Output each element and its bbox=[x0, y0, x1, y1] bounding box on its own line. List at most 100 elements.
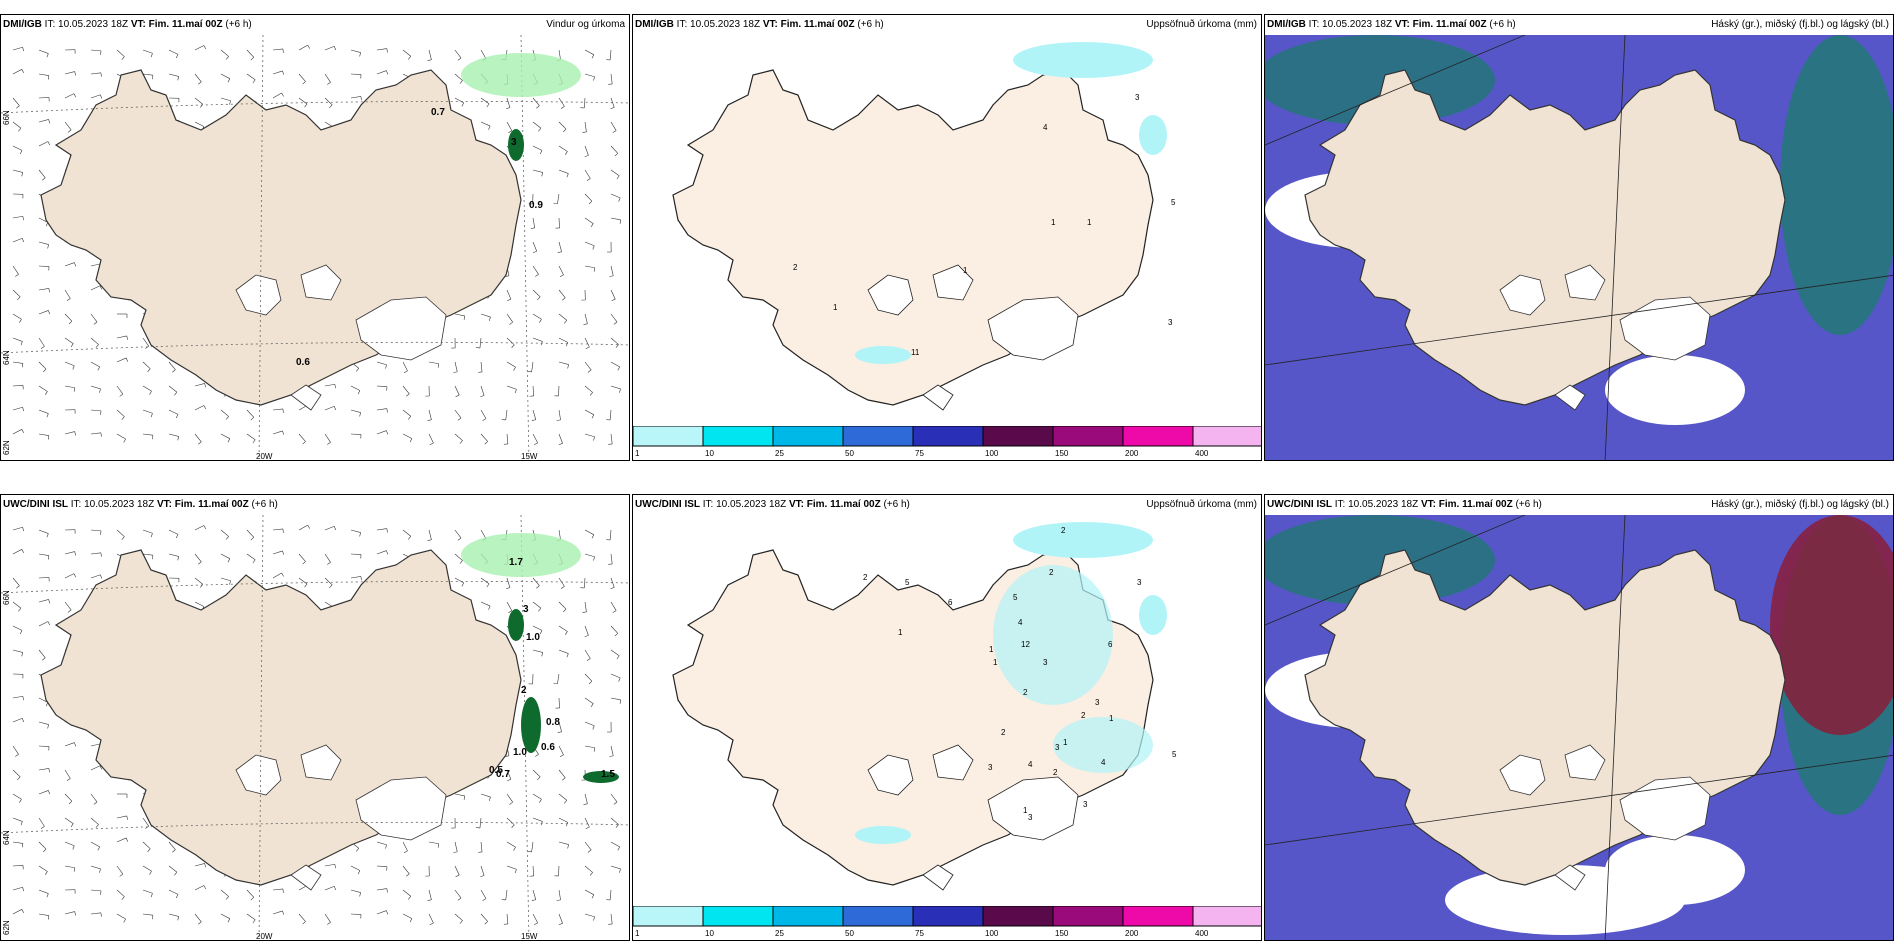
precip-value: 1.7 bbox=[509, 557, 523, 568]
panel-uwc-accum-precip: UWC/DINI ISL IT: 10.05.2023 18Z VT: Fim.… bbox=[632, 494, 1262, 941]
panel-dmi-accum-precip: DMI/IGB IT: 10.05.2023 18Z VT: Fim. 11.m… bbox=[632, 14, 1262, 461]
accum-value: 3 bbox=[1083, 800, 1088, 809]
accum-value: 3 bbox=[1095, 698, 1100, 707]
accum-value: 2 bbox=[1001, 728, 1006, 737]
lat-label: 64N bbox=[2, 830, 11, 845]
colorbar-tick: 200 bbox=[1125, 449, 1139, 458]
cloud-layers bbox=[1265, 35, 1893, 425]
panel-title: Uppsöfnuð úrkoma (mm) bbox=[1146, 19, 1257, 30]
precip-value: 0.5 bbox=[489, 765, 503, 776]
accum-value: 1 bbox=[993, 658, 998, 667]
colorbar: 1 10 25 50 75 100 150 200 400 bbox=[633, 906, 1261, 938]
accum-areas bbox=[855, 522, 1167, 844]
panel-dmi-cloud: DMI/IGB IT: 10.05.2023 18Z VT: Fim. 11.m… bbox=[1264, 14, 1894, 461]
colorbar-tick: 1 bbox=[635, 929, 640, 938]
lon-label: 20W bbox=[256, 452, 273, 461]
precip-value: 1.0 bbox=[526, 632, 540, 643]
lon-label: 20W bbox=[256, 932, 273, 941]
panel-title: Vindur og úrkoma bbox=[546, 19, 625, 30]
colorbar-tick: 50 bbox=[845, 449, 854, 458]
accum-value: 3 bbox=[1043, 658, 1048, 667]
colorbar-tick: 1 bbox=[635, 449, 640, 458]
wind-map: 0.7 3 0.9 0.6 66N 64N 62N 20W 15W bbox=[1, 35, 629, 461]
accum-value: 5 bbox=[1172, 750, 1177, 759]
graticule bbox=[1, 515, 629, 940]
colorbar-swatch bbox=[912, 426, 984, 447]
accum-value: 3 bbox=[1055, 743, 1060, 752]
accum-areas bbox=[855, 42, 1167, 364]
accum-value: 2 bbox=[1023, 688, 1028, 697]
accum-value: 1 bbox=[833, 303, 838, 312]
lat-label: 62N bbox=[2, 440, 11, 455]
accum-value: 1 bbox=[963, 266, 968, 275]
iceland-landmass bbox=[1304, 69, 1786, 411]
precip-value: 3 bbox=[523, 604, 529, 615]
colorbar-swatch bbox=[633, 906, 704, 927]
panel-dmi-wind-precip: DMI/IGB IT: 10.05.2023 18Z VT: Fim. 11.m… bbox=[0, 14, 630, 461]
accum-value: 2 bbox=[1053, 768, 1058, 777]
colorbar-tick: 400 bbox=[1195, 929, 1209, 938]
colorbar-swatch bbox=[702, 906, 774, 927]
accum-value: 1 bbox=[1109, 714, 1114, 723]
colorbar-swatch bbox=[912, 906, 984, 927]
colorbar-tick: 200 bbox=[1125, 929, 1139, 938]
precip-areas bbox=[461, 533, 619, 783]
wind-map: 1.7 3 1.0 2 0.8 0.6 1.0 0.50.7 1.5 66N 64N 62N 20W 15… bbox=[1, 515, 629, 941]
colorbar-swatch bbox=[772, 906, 844, 927]
precip-value: 0.7 bbox=[431, 107, 445, 118]
colorbar-swatch bbox=[1122, 426, 1194, 447]
colorbar-tick: 75 bbox=[915, 929, 924, 938]
accum-value: 3 bbox=[1028, 813, 1033, 822]
accum-value: 4 bbox=[1043, 123, 1048, 132]
graticule bbox=[1265, 35, 1893, 460]
lon-label: 15W bbox=[521, 932, 538, 941]
precip-value: 1.5 bbox=[601, 769, 615, 780]
accum-value: 1 bbox=[1023, 806, 1028, 815]
accum-value: 2 bbox=[793, 263, 798, 272]
precip-value: 0.7 bbox=[496, 769, 510, 780]
panel-title: Háský (gr.), miðský (fj.bl.) og lágský (… bbox=[1711, 499, 1889, 510]
colorbar-swatch bbox=[1192, 426, 1261, 447]
accum-value: 4 bbox=[1018, 618, 1023, 627]
accum-value: 3 bbox=[1135, 93, 1140, 102]
colorbar-tick: 25 bbox=[775, 929, 784, 938]
precip-value: 0.6 bbox=[541, 742, 555, 753]
panel-uwc-wind-precip: UWC/DINI ISL IT: 10.05.2023 18Z VT: Fim.… bbox=[0, 494, 630, 941]
colorbar-swatch bbox=[842, 426, 914, 447]
precip-value: 2 bbox=[521, 685, 527, 696]
colorbar-tick: 400 bbox=[1195, 449, 1209, 458]
iceland-landmass bbox=[1304, 549, 1786, 891]
colorbar-tick: 10 bbox=[705, 929, 714, 938]
lon-label: 15W bbox=[521, 452, 538, 461]
accum-value: 2 bbox=[1061, 526, 1066, 535]
graticule bbox=[1, 35, 629, 460]
accum-value: 1 bbox=[1063, 738, 1068, 747]
colorbar-swatch bbox=[982, 426, 1054, 447]
accum-value: 6 bbox=[1108, 640, 1113, 649]
colorbar-swatch bbox=[982, 906, 1054, 927]
source-label: DMI/IGB bbox=[3, 19, 42, 30]
accum-value: 1 bbox=[1087, 218, 1092, 227]
precip-value: 1.0 bbox=[513, 747, 527, 758]
precip-value: 0.8 bbox=[546, 717, 560, 728]
colorbar-tick: 10 bbox=[705, 449, 714, 458]
colorbar-tick: 100 bbox=[985, 449, 999, 458]
colorbar-swatch bbox=[1052, 906, 1124, 927]
accum-value: 3 bbox=[1137, 578, 1142, 587]
lat-label: 66N bbox=[2, 590, 11, 605]
precip-value: 0.9 bbox=[529, 200, 543, 211]
colorbar-swatch bbox=[842, 906, 914, 927]
accum-value: 4 bbox=[1101, 758, 1106, 767]
panel-uwc-cloud: UWC/DINI ISL IT: 10.05.2023 18Z VT: Fim.… bbox=[1264, 494, 1894, 941]
precip-value: 3 bbox=[511, 137, 517, 148]
colorbar-swatch bbox=[1192, 906, 1261, 927]
lat-label: 62N bbox=[2, 920, 11, 935]
accum-value: 2 bbox=[1081, 711, 1086, 720]
precip-value: 0.6 bbox=[296, 357, 310, 368]
accum-value: 1 bbox=[898, 628, 903, 637]
accum-value: 3 bbox=[1168, 318, 1173, 327]
iceland-landmass bbox=[40, 69, 522, 411]
accum-value: 2 bbox=[1049, 568, 1054, 577]
